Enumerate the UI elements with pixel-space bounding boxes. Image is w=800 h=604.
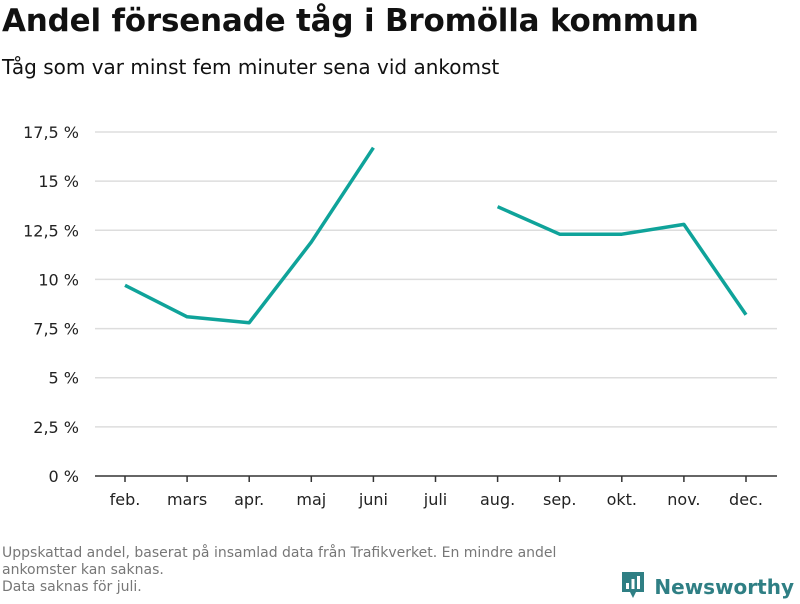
footnote: Uppskattad andel, baserat på insamlad da… [2, 545, 632, 596]
line-chart: 0 % 2,5 % 5 % 7,5 % 10 % 12,5 % 15 % 17,5 % feb… [23, 123, 777, 509]
x-tick-label: sep. [543, 490, 576, 509]
x-tick-label: juli [423, 490, 447, 509]
x-tick-label: okt. [607, 490, 637, 509]
y-tick-label: 10 % [38, 270, 79, 289]
footnote-missing-data: Data saknas för juli. [2, 579, 142, 595]
series-line [496, 205, 748, 316]
y-tick-label: 7,5 % [33, 320, 79, 339]
x-tick-label: nov. [667, 490, 700, 509]
y-axis-tick-labels: 0 % 2,5 % 5 % 7,5 % 10 % 12,5 % 15 % 17,5 % [23, 123, 79, 486]
series-line [124, 146, 375, 325]
grid-lines [95, 131, 777, 428]
x-tick-label: aug. [480, 490, 515, 509]
chart-title: Andel försenade tåg i Bromölla kommun [2, 3, 699, 39]
x-axis: feb. mars apr. maj juni juli aug. sep. okt. nov. d… [95, 475, 777, 509]
x-tick-label: juni [358, 490, 388, 509]
brand-logo[interactable]: Newsworthy [620, 570, 794, 604]
footnote-source: Uppskattad andel, baserat på insamlad da… [2, 545, 557, 578]
x-tick-label: dec. [729, 490, 763, 509]
series-lines [124, 146, 748, 325]
y-tick-label: 0 % [49, 467, 79, 486]
y-tick-label: 12,5 % [23, 221, 79, 240]
x-tick-label: mars [167, 490, 207, 509]
x-tick-label: maj [296, 490, 326, 509]
y-tick-label: 2,5 % [33, 418, 79, 437]
x-tick-label: feb. [110, 490, 141, 509]
y-tick-label: 5 % [49, 369, 79, 388]
newsworthy-logo-icon [620, 570, 646, 604]
y-tick-label: 17,5 % [23, 123, 79, 142]
brand-name: Newsworthy [654, 575, 794, 599]
chart-subtitle: Tåg som var minst fem minuter sena vid a… [2, 55, 500, 79]
x-tick-label: apr. [234, 490, 264, 509]
y-tick-label: 15 % [38, 172, 79, 191]
